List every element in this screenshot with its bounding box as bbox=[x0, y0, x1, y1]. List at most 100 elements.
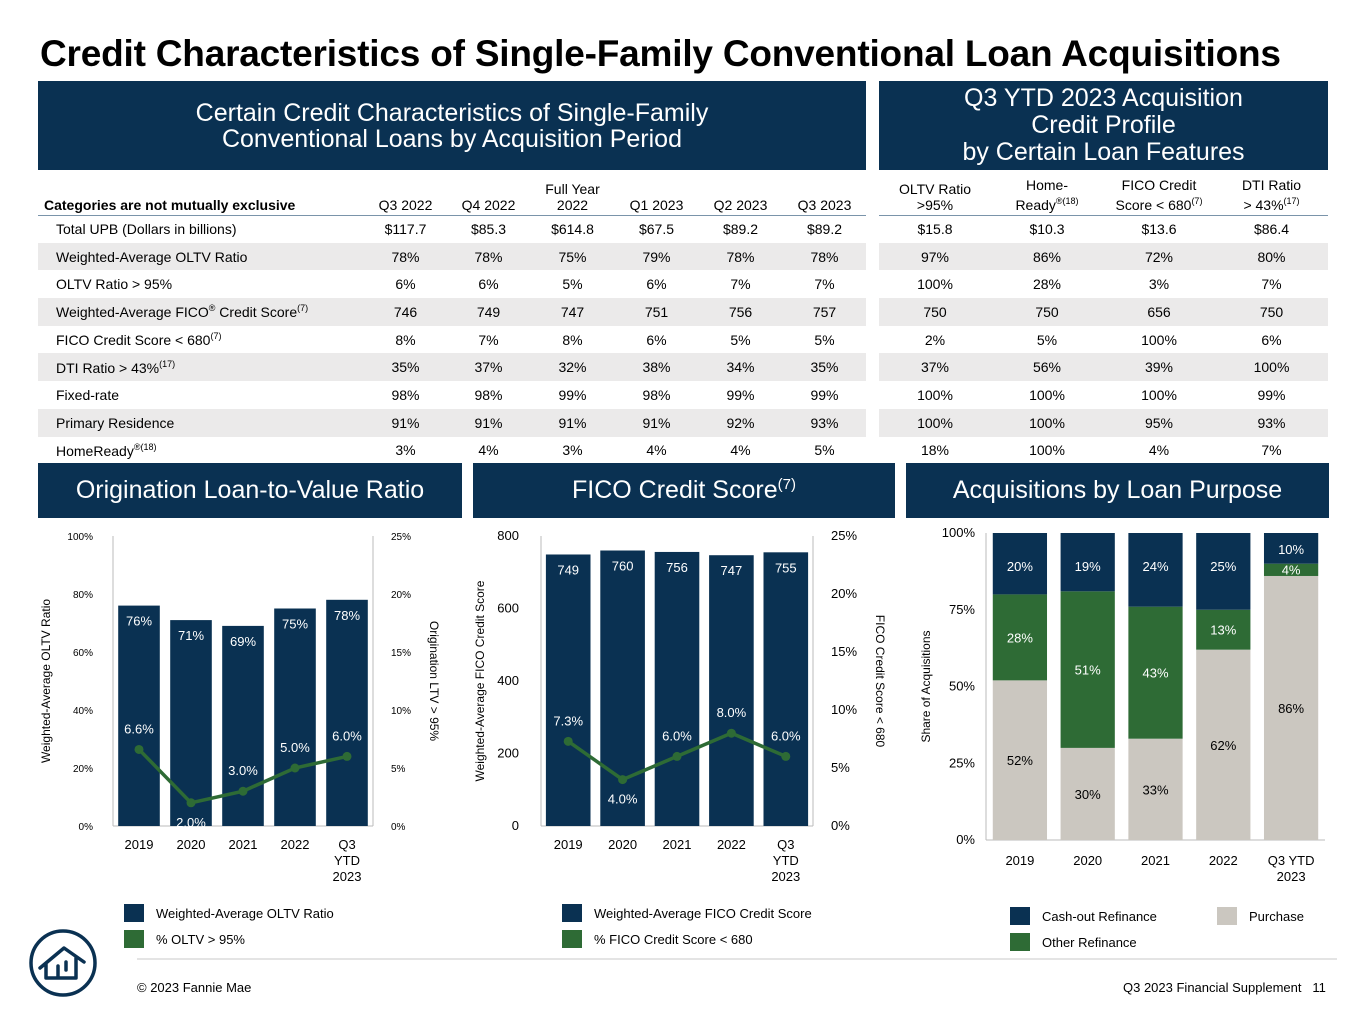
stacked-bar-segment bbox=[992, 533, 1048, 595]
y-tick-label: 200 bbox=[497, 746, 519, 761]
legend-label: Weighted-Average FICO Credit Score bbox=[594, 905, 812, 921]
table-cell: 8% bbox=[562, 331, 583, 348]
legend-oltv-ratio: Weighted-Average OLTV Ratio bbox=[124, 904, 334, 922]
y-tick-label: 400 bbox=[497, 673, 519, 688]
table-row: HomeReady®(18) 3% 4% 3% 4% 4% 5% bbox=[38, 437, 866, 465]
table-cell: 3% bbox=[1148, 276, 1170, 293]
bar bbox=[326, 599, 368, 826]
left-header-line: Conventional Loans by Acquisition Period bbox=[221, 124, 682, 153]
x-tick-label: Q3 YTD bbox=[1268, 853, 1315, 868]
table-cell: 5% bbox=[562, 276, 583, 293]
legend-label: Cash-out Refinance bbox=[1042, 908, 1157, 924]
table-cell: 100% bbox=[879, 408, 991, 437]
legend-label: Weighted-Average OLTV Ratio bbox=[156, 905, 334, 921]
y-axis-label: Share of Acquisitions bbox=[919, 630, 933, 742]
table-cell: 91% bbox=[364, 408, 447, 437]
y-tick-label: 0% bbox=[79, 822, 94, 833]
bar bbox=[118, 605, 160, 826]
table-cell: 750 bbox=[991, 298, 1103, 326]
y2-tick-label: 25% bbox=[391, 532, 411, 543]
table-cell: 100% bbox=[1215, 353, 1328, 382]
line-value-label: 6.0% bbox=[332, 728, 362, 743]
table-row: Primary Residence 91% 91% 91% 91% 92% 93% bbox=[38, 408, 866, 437]
column-header: Q3 2022 bbox=[364, 170, 447, 216]
table-cell: 91% bbox=[615, 408, 698, 437]
legend-swatch bbox=[562, 904, 582, 922]
table-cell: 749 bbox=[447, 298, 530, 326]
bar-value-label: 69% bbox=[230, 634, 256, 649]
y-tick-label: 60% bbox=[73, 648, 93, 659]
loan-features-table: OLTV Ratio >95% Home- Ready®(18) FICO Credit… bbox=[879, 170, 1328, 464]
x-tick-label: 2021 bbox=[663, 837, 692, 852]
table-cell: 38% bbox=[615, 353, 698, 382]
table-cell: 750 bbox=[879, 298, 991, 326]
table-row: Weighted-Average OLTV Ratio 78% 78% 75% 79% 7… bbox=[38, 242, 866, 271]
y-axis-label: Weighted-Average FICO Credit Score bbox=[473, 580, 487, 781]
row-label: HomeReady®(18) bbox=[56, 441, 157, 459]
y2-tick-label: 10% bbox=[831, 702, 857, 717]
table-cell: 39% bbox=[1103, 353, 1215, 382]
table-row: 100% 100% 100% 99% bbox=[879, 381, 1328, 409]
oltv-section-header: Origination Loan-to-Value Ratio bbox=[38, 463, 462, 518]
legend-swatch bbox=[124, 930, 144, 948]
bar-value-label: 78% bbox=[334, 608, 360, 623]
table-cell: 4% bbox=[1148, 442, 1170, 459]
x-tick-label: 2021 bbox=[229, 837, 258, 852]
bar-value-label: 747 bbox=[721, 563, 743, 578]
x-tick-label: 2023 bbox=[333, 869, 362, 884]
y-tick-label: 0% bbox=[956, 832, 975, 847]
table-cell: 7% bbox=[1261, 276, 1282, 293]
purpose-section-header: Acquisitions by Loan Purpose bbox=[906, 463, 1329, 518]
table-cell: $86.4 bbox=[1253, 221, 1290, 238]
right-header-line: Q3 YTD 2023 Acquisition bbox=[964, 84, 1243, 112]
legend-cash-out: Cash-out Refinance bbox=[1010, 907, 1157, 925]
table-cell: 35% bbox=[783, 353, 866, 382]
bar bbox=[709, 555, 754, 826]
stacked-bar-segment bbox=[1128, 533, 1183, 607]
table-cell: 32% bbox=[530, 353, 615, 382]
page-number: 11 bbox=[1312, 980, 1326, 995]
x-tick-label: Q3 bbox=[777, 837, 794, 852]
table-cell: 4% bbox=[478, 442, 499, 459]
bar-value-label: 75% bbox=[282, 617, 308, 632]
table-cell: 100% bbox=[1141, 386, 1177, 403]
legend-swatch bbox=[1010, 907, 1030, 925]
table-cell: 78% bbox=[783, 242, 866, 271]
row-label: Primary Residence bbox=[38, 408, 364, 437]
segment-value-label: 25% bbox=[1210, 559, 1236, 574]
segment-value-label: 20% bbox=[1007, 559, 1033, 574]
stacked-bar-segment bbox=[1263, 563, 1319, 576]
x-tick-label: 2023 bbox=[1277, 869, 1306, 884]
stacked-bar-segment bbox=[1196, 609, 1251, 650]
segment-value-label: 52% bbox=[1007, 753, 1033, 768]
left-table-header: Certain Credit Characteristics of Single… bbox=[38, 81, 866, 170]
table-cell: 5% bbox=[814, 331, 835, 348]
x-tick-label: 2023 bbox=[771, 869, 800, 884]
table-cell: 747 bbox=[530, 298, 615, 326]
table-row: Total UPB (Dollars in billions) $117.7 $85… bbox=[38, 215, 866, 243]
line-point bbox=[618, 775, 628, 785]
column-header: Q3 2023 bbox=[783, 170, 866, 216]
table-cell: 72% bbox=[1103, 242, 1215, 271]
table-row: OLTV Ratio > 95% 6% 6% 5% 6% 7% 7% bbox=[38, 270, 866, 298]
table-cell: 98% bbox=[474, 386, 503, 403]
table-cell: 6% bbox=[1261, 331, 1282, 348]
segment-value-label: 4% bbox=[1282, 563, 1301, 578]
table-cell: $85.3 bbox=[470, 221, 507, 238]
table-cell: 78% bbox=[447, 242, 530, 271]
table-cell: 79% bbox=[615, 242, 698, 271]
x-tick-label: 2022 bbox=[281, 837, 310, 852]
y2-tick-label: 25% bbox=[831, 528, 857, 543]
table-cell: 2% bbox=[924, 331, 946, 348]
table-cell: 3% bbox=[395, 442, 416, 459]
table-cell: 91% bbox=[447, 408, 530, 437]
table-cell: 97% bbox=[879, 242, 991, 271]
table-cell: 100% bbox=[1141, 331, 1177, 348]
y2-tick-label: 5% bbox=[831, 760, 850, 775]
table-cell: 751 bbox=[615, 298, 698, 326]
line-value-label: 4.0% bbox=[608, 792, 638, 807]
table-cell: 6% bbox=[395, 276, 416, 293]
column-header: Q2 2023 bbox=[698, 170, 783, 216]
table-row: 18% 100% 4% 7% bbox=[879, 437, 1328, 465]
left-header-line: Certain Credit Characteristics of Single… bbox=[195, 98, 709, 127]
